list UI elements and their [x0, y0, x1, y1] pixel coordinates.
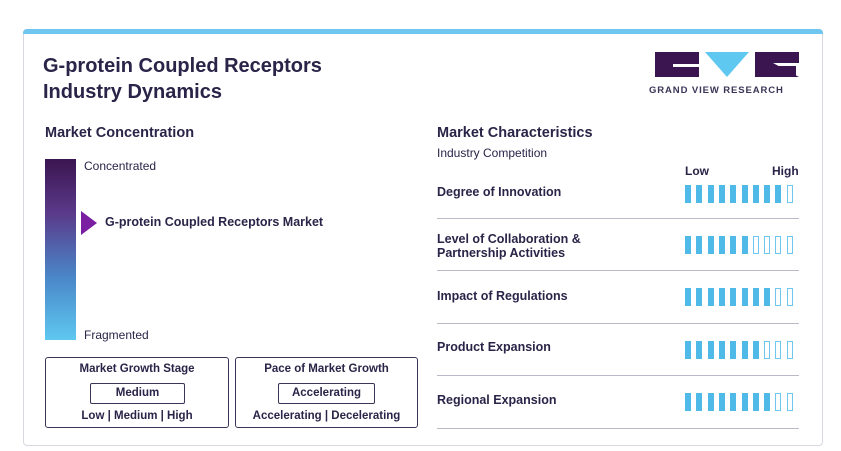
logo-text: GRAND VIEW RESEARCH — [649, 85, 784, 96]
rating-segment-filled — [752, 393, 759, 411]
rating-segment-filled — [696, 288, 703, 306]
scale-low-label: Low — [685, 164, 709, 178]
rating-segment-filled — [696, 393, 703, 411]
rating-segment-filled — [730, 288, 737, 306]
market-position-marker-icon — [81, 211, 97, 235]
characteristic-row: Degree of Innovation — [437, 173, 799, 219]
rating-segment-filled — [696, 236, 703, 254]
industry-dynamics-card: G-protein Coupled Receptors Industry Dyn… — [23, 29, 823, 446]
fragmented-label: Fragmented — [84, 328, 149, 342]
growth-pace-title: Pace of Market Growth — [264, 363, 389, 375]
rating-segment-filled — [707, 393, 714, 411]
rating-segment-filled — [707, 185, 714, 203]
rating-segment-filled — [685, 288, 691, 306]
rating-segment-filled — [685, 341, 691, 359]
market-position-label: G-protein Coupled Receptors Market — [105, 215, 324, 229]
rating-segment-filled — [730, 185, 737, 203]
rating-segment-filled — [741, 393, 748, 411]
rating-segment-empty — [775, 341, 782, 359]
rating-segment-empty — [786, 341, 793, 359]
concentration-gradient-bar — [45, 159, 76, 340]
growth-pace-options: Accelerating | Decelerating — [252, 410, 401, 422]
rating-segment-filled — [741, 288, 748, 306]
characteristic-label: Level of Collaboration & Partnership Acti… — [437, 232, 581, 260]
market-concentration-heading: Market Concentration — [45, 125, 195, 141]
growth-pace-value: Accelerating — [278, 383, 375, 404]
concentrated-label: Concentrated — [84, 159, 157, 173]
characteristic-label: Impact of Regulations — [437, 289, 568, 303]
rating-segment-filled — [685, 393, 691, 411]
rating-segment-filled — [707, 341, 714, 359]
rating-segment-empty — [764, 341, 771, 359]
rating-segment-empty — [752, 236, 759, 254]
rating-segment-filled — [707, 288, 714, 306]
brand-logo: GRAND VIEW RESEARCH — [649, 52, 804, 98]
growth-stage-value: Medium — [90, 383, 185, 404]
characteristic-label: Product Expansion — [437, 340, 551, 354]
rating-segment-filled — [696, 341, 703, 359]
characteristic-row: Regional Expansion — [437, 376, 799, 429]
rating-segment-filled — [741, 185, 748, 203]
growth-stage-title: Market Growth Stage — [79, 363, 195, 375]
rating-segment-empty — [786, 288, 793, 306]
rating-segment-empty — [775, 288, 782, 306]
rating-segment-empty — [786, 236, 793, 254]
market-characteristics-heading: Market Characteristics — [437, 125, 593, 141]
rating-segment-empty — [775, 393, 782, 411]
rating-segment-filled — [718, 185, 725, 203]
rating-segment-filled — [696, 185, 703, 203]
rating-segment-filled — [764, 393, 771, 411]
rating-segment-filled — [741, 236, 748, 254]
market-growth-stage-box: Market Growth Stage Medium Low | Medium … — [45, 357, 229, 428]
rating-segment-filled — [685, 236, 691, 254]
rating-segment-filled — [752, 288, 759, 306]
rating-segment-empty — [775, 236, 782, 254]
title-line-1: G-protein Coupled Receptors — [43, 55, 322, 77]
logo-mark-icon — [655, 52, 799, 77]
characteristic-row: Level of Collaboration & Partnership Acti… — [437, 219, 799, 271]
title-line-2: Industry Dynamics — [43, 81, 222, 103]
growth-stage-options: Low | Medium | High — [81, 410, 193, 422]
characteristic-row: Product Expansion — [437, 324, 799, 376]
characteristic-label: Degree of Innovation — [437, 185, 562, 199]
rating-segment-filled — [752, 185, 759, 203]
rating-segment-filled — [764, 185, 771, 203]
rating-segment-filled — [741, 341, 748, 359]
rating-segment-filled — [718, 393, 725, 411]
rating-segment-filled — [707, 236, 714, 254]
rating-segment-filled — [718, 288, 725, 306]
rating-segment-filled — [718, 341, 725, 359]
rating-segment-filled — [730, 236, 737, 254]
rating-segment-empty — [786, 393, 793, 411]
rating-segment-filled — [685, 185, 691, 203]
characteristic-row: Impact of Regulations — [437, 271, 799, 324]
rating-segment-filled — [730, 341, 737, 359]
card-accent-bar — [23, 29, 823, 34]
rating-segment-filled — [775, 185, 782, 203]
rating-segment-filled — [752, 341, 759, 359]
rating-segment-filled — [718, 236, 725, 254]
rating-segment-empty — [764, 236, 771, 254]
rating-segment-filled — [764, 288, 771, 306]
rating-segment-filled — [730, 393, 737, 411]
pace-of-growth-box: Pace of Market Growth Accelerating Accel… — [235, 357, 418, 428]
scale-high-label: High — [772, 164, 799, 178]
page-title: G-protein Coupled Receptors Industry Dyn… — [43, 53, 423, 105]
characteristic-label: Regional Expansion — [437, 393, 557, 407]
industry-competition-subheading: Industry Competition — [437, 146, 548, 160]
rating-segment-empty — [786, 185, 793, 203]
